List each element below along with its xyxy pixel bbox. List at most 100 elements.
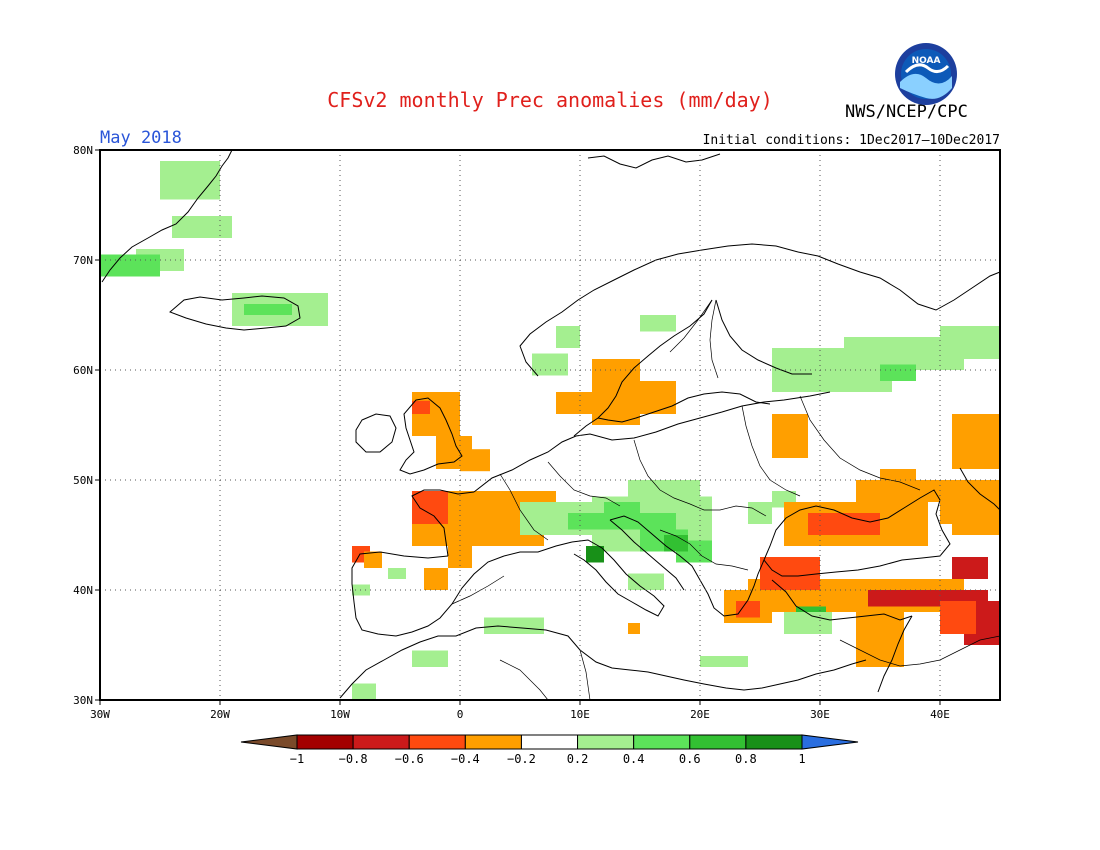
- coastline-svalbard: [587, 153, 721, 169]
- anomaly-cell-iberia-n-0: [364, 551, 382, 568]
- coastline-baltic: [597, 391, 771, 423]
- colorbar-label-7: 0.6: [679, 752, 701, 766]
- coastline-n-africa: [339, 625, 867, 699]
- coastline-finland: [715, 299, 812, 375]
- longitude-labels: 30W 20W 10W 0 10E 20E 30E 40E: [90, 700, 950, 721]
- lon-label-40E: 40E: [930, 708, 950, 721]
- coastline-caspian: [959, 467, 1001, 511]
- lat-label-80N: 80N: [73, 144, 93, 157]
- coastline-blacksea: [763, 489, 951, 577]
- lon-label-0: 0: [457, 708, 464, 721]
- colorbar-bin-7: [689, 734, 747, 750]
- colorbar-label-1: −0.8: [339, 752, 368, 766]
- anomaly-cell-caucasus-1: [952, 513, 1000, 535]
- coastline-britain: [399, 397, 463, 475]
- colorbar: −1 −0.8 −0.6 −0.4 −0.2 0.2 0.4 0.6 0.8 1: [240, 734, 859, 766]
- anomaly-cell-russia-n-2: [940, 326, 1000, 359]
- anomaly-cell-russia-core-0: [880, 364, 916, 381]
- anomaly-cell-scotland-core-0: [412, 400, 430, 414]
- anomaly-cell-sweden-n-0: [640, 315, 676, 332]
- colorbar-bin-8: [745, 734, 803, 750]
- lon-label-10W: 10W: [330, 708, 350, 721]
- noaa-logo-text: NOAA: [912, 56, 941, 66]
- coastline-med-france: [503, 541, 573, 557]
- colorbar-bin-6: [633, 734, 691, 750]
- anomaly-cell-greece-red-0: [736, 601, 760, 618]
- coastline-france: [411, 489, 475, 557]
- anomaly-cell-anatolia-lt-0: [784, 612, 832, 634]
- colorbar-label-2: −0.6: [395, 752, 424, 766]
- coastlines: [101, 149, 1001, 699]
- anomaly-cell-blacksea-n-2: [880, 469, 916, 480]
- anomaly-cell-norway-0: [532, 353, 568, 376]
- coastline-italy: [571, 539, 665, 617]
- colorbar-label-5: 0.2: [567, 752, 589, 766]
- colorbar-label-4: −0.2: [507, 752, 536, 766]
- anomaly-cell-france-w-1: [448, 546, 472, 568]
- anomaly-cell-turkey-core-1: [952, 557, 988, 579]
- lon-label-30E: 30E: [810, 708, 830, 721]
- colorbar-label-9: 1: [798, 752, 805, 766]
- lon-label-30W: 30W: [90, 708, 110, 721]
- lat-label-70N: 70N: [73, 254, 93, 267]
- anomaly-cell-greenland-e-1: [172, 216, 232, 238]
- coastline-italy-east: [609, 519, 685, 591]
- colorbar-bin-4: [520, 734, 579, 750]
- lat-label-60N: 60N: [73, 364, 93, 377]
- lat-label-40N: 40N: [73, 584, 93, 597]
- coastline-iceland: [169, 295, 301, 331]
- lon-label-20E: 20E: [690, 708, 710, 721]
- anomaly-cell-n-africa-0: [484, 617, 544, 634]
- colorbar-label-0: −1: [290, 752, 304, 766]
- colorbar-bin-1: [352, 734, 410, 750]
- anomaly-cell-norway-1: [556, 326, 580, 348]
- anomaly-cell-scandinavia-s-1: [628, 381, 676, 414]
- lon-label-20W: 20W: [210, 708, 230, 721]
- anomaly-cell-iberia-small-0: [388, 568, 406, 579]
- lat-label-30N: 30N: [73, 694, 93, 707]
- coastline-greenland: [101, 149, 233, 283]
- colorbar-label-3: −0.4: [451, 752, 480, 766]
- anomaly-cell-alps-2: [628, 480, 700, 502]
- colorbar-bin-0: [296, 734, 354, 750]
- anomaly-cell-anatolia-lt-1: [700, 656, 748, 667]
- anomaly-cell-iceland-core-0: [244, 304, 292, 315]
- anomaly-layer: [100, 161, 1000, 700]
- coastline-kola: [797, 251, 1001, 311]
- lon-label-10E: 10E: [570, 708, 590, 721]
- initial-conditions: Initial conditions: 1Dec2017–10Dec2017: [702, 133, 1000, 148]
- anomaly-cell-ne-russia-0: [952, 414, 1000, 469]
- anomaly-cell-brittany-0: [412, 491, 448, 524]
- anomaly-cell-sardinia-0: [628, 623, 640, 634]
- anomaly-cell-blacksea-core-0: [808, 513, 880, 535]
- chart-title: CFSv2 monthly Prec anomalies (mm/day): [327, 88, 773, 112]
- anomaly-cell-turkey-1: [856, 612, 904, 667]
- coastline-norway: [519, 243, 799, 377]
- anomaly-cell-northsea-0: [460, 449, 490, 472]
- agency-label: NWS/NCEP/CPC: [845, 102, 968, 122]
- anomaly-cell-belarus-0: [772, 414, 808, 458]
- colorbar-right-arrow: [801, 734, 859, 750]
- anomaly-cell-n-africa-1: [412, 650, 448, 667]
- colorbar-left-arrow: [240, 734, 298, 750]
- anomaly-cell-italy-small-0: [628, 573, 664, 590]
- anomaly-cell-scandinavia-s-2: [556, 392, 604, 414]
- anomaly-cell-alps-core-0: [568, 513, 676, 530]
- colorbar-bin-2: [408, 734, 466, 750]
- anomaly-cell-alps-core-1: [604, 502, 640, 519]
- colorbar-label-6: 0.4: [623, 752, 645, 766]
- forecast-period: May 2018: [100, 128, 182, 148]
- colorbar-bin-3: [464, 734, 522, 750]
- coastline-europe-north: [473, 391, 831, 493]
- anomaly-cell-e-med-2-0: [940, 601, 976, 634]
- colorbar-label-8: 0.8: [735, 752, 757, 766]
- anomaly-cell-n-africa-2: [352, 683, 376, 700]
- latitude-labels: 30N 40N 50N 60N 70N 80N: [73, 144, 100, 707]
- anomaly-cell-italy-blob-0: [586, 546, 604, 563]
- anomaly-cell-balkans-core-0: [664, 535, 688, 552]
- coastline-anatolia: [771, 579, 913, 621]
- anomaly-cell-greenland-sw-0: [100, 254, 160, 277]
- anomaly-cell-turkey-red-0: [760, 557, 820, 590]
- anomaly-cell-france-w-2: [424, 568, 448, 590]
